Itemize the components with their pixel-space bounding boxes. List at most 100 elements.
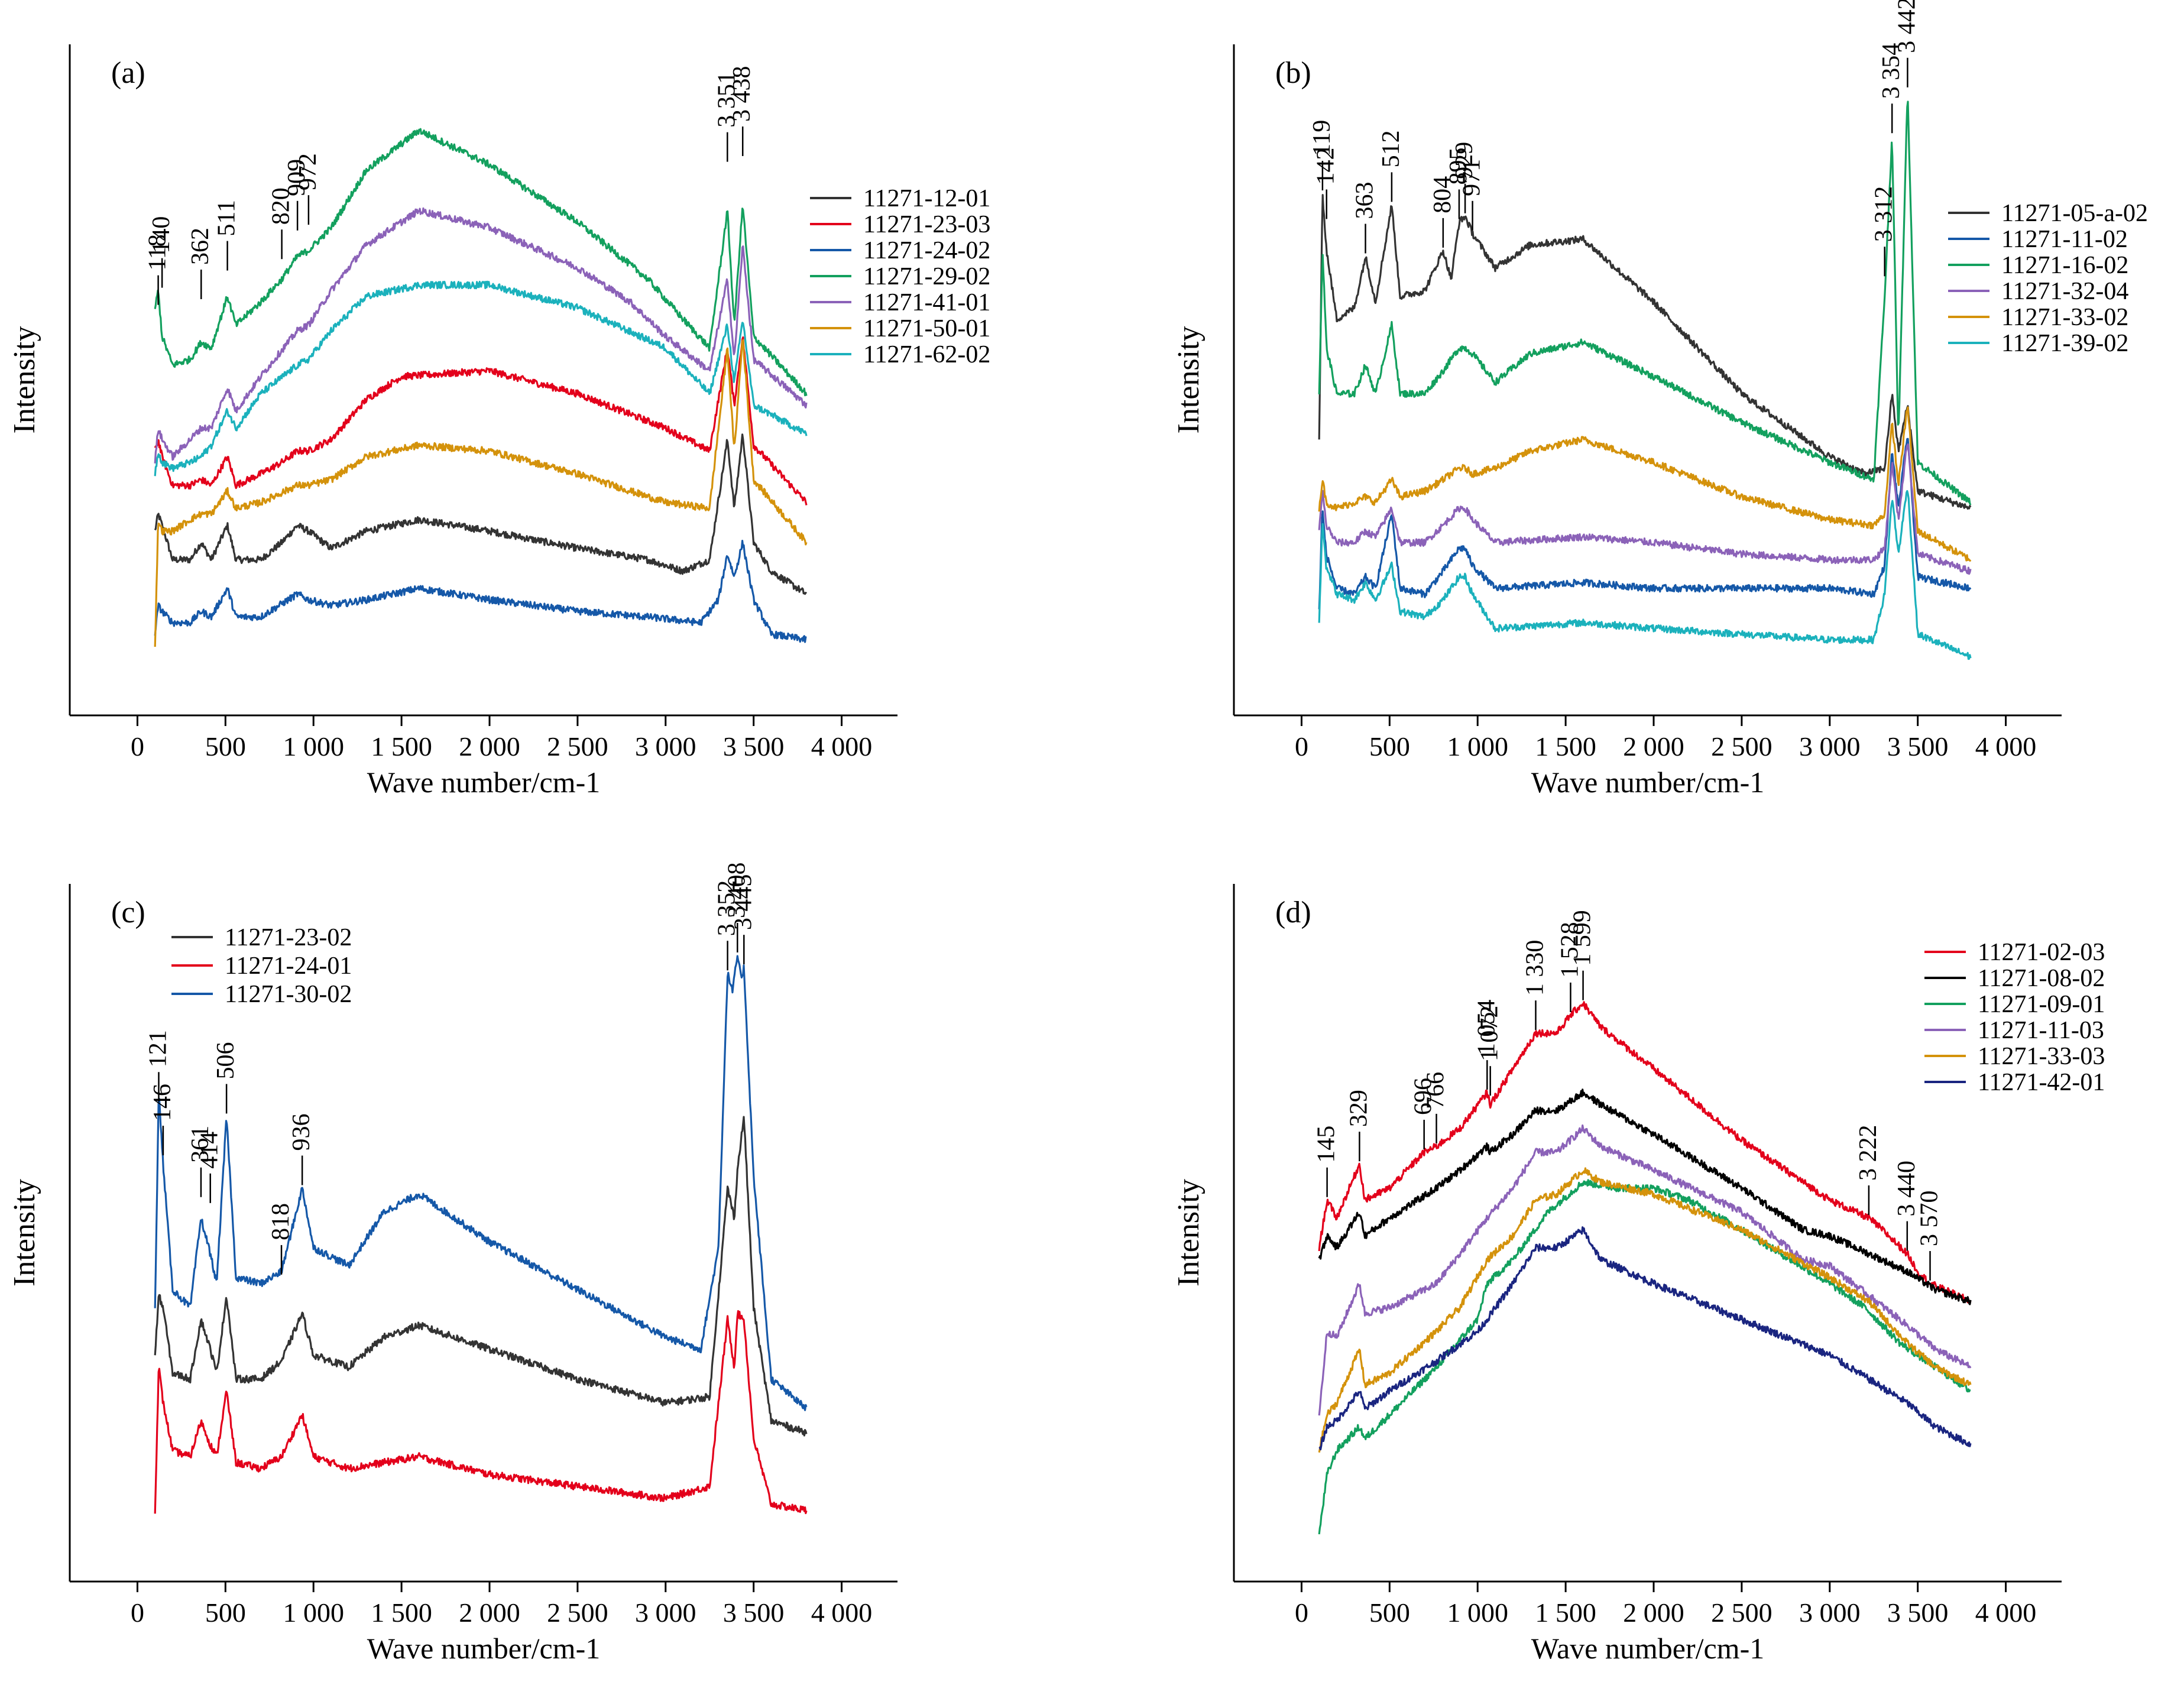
peak-annotation: 818 bbox=[267, 1203, 294, 1240]
series-line-11271-24-01 bbox=[154, 1310, 808, 1514]
x-tick-label: 2 500 bbox=[1711, 1597, 1773, 1628]
series-line-11271-02-03 bbox=[1318, 1001, 1972, 1304]
x-tick-label: 1 000 bbox=[1447, 731, 1508, 762]
peak-annotation: 1 054 bbox=[1473, 1000, 1500, 1056]
series-line-11271-05-a-02 bbox=[1318, 194, 1972, 510]
legend-entry: 11271-24-02 bbox=[863, 237, 990, 264]
peak-annotation: 140 bbox=[148, 216, 175, 254]
peak-annotation: 329 bbox=[1345, 1090, 1372, 1127]
peak-annotation: 414 bbox=[196, 1132, 223, 1169]
x-tick-label: 3 500 bbox=[723, 1597, 785, 1628]
x-tick-label: 3 500 bbox=[1887, 731, 1949, 762]
x-tick-label: 0 bbox=[131, 731, 144, 762]
peak-annotation: 3 352 bbox=[714, 880, 741, 937]
peak-annotation: 506 bbox=[212, 1042, 239, 1079]
peak-annotation: 804 bbox=[1429, 176, 1456, 213]
x-tick-label: 1 500 bbox=[371, 731, 432, 762]
panel-label: (d) bbox=[1275, 896, 1311, 929]
x-tick-label: 1 500 bbox=[1535, 731, 1596, 762]
chart-panel-1: 0 500 1 000 1 500 2 000 2 500 3 000 3 500 4 000 W… bbox=[8, 44, 990, 799]
peak-annotation: 362 bbox=[187, 228, 214, 265]
x-tick-label: 3 500 bbox=[1887, 1597, 1949, 1628]
series-line-11271-08-02 bbox=[1318, 1088, 1972, 1305]
peak-annotation: 3 408 bbox=[723, 863, 750, 919]
y-axis-label: Intensity bbox=[1172, 1179, 1206, 1287]
x-axis-label: Wave number/cm-1 bbox=[367, 766, 600, 799]
series-line-11271-32-04 bbox=[1318, 443, 1972, 575]
x-tick-label: 3 000 bbox=[1799, 1597, 1861, 1628]
peak-annotation: 971 bbox=[1459, 159, 1486, 196]
peak-annotation: 1 599 bbox=[1569, 910, 1596, 966]
peak-annotation: 121 bbox=[144, 1030, 171, 1067]
peak-annotation: 363 bbox=[1352, 182, 1379, 219]
x-tick-label: 0 bbox=[1295, 1597, 1308, 1628]
legend-entry: 11271-50-01 bbox=[863, 315, 990, 342]
x-tick-label: 2 000 bbox=[459, 1597, 520, 1628]
series-line-11271-33-02 bbox=[1318, 406, 1972, 562]
peak-annotation: 929 bbox=[1451, 142, 1478, 179]
peak-annotation: 3 445 bbox=[730, 874, 757, 931]
legend-entry: 11271-39-02 bbox=[2001, 330, 2128, 357]
legend-entry: 11271-11-02 bbox=[2001, 226, 2128, 253]
peak-annotation: 1 528 bbox=[1556, 922, 1583, 978]
peak-annotation: 118 bbox=[144, 234, 171, 270]
peak-annotation: 3 354 bbox=[1878, 43, 1905, 99]
peak-annotation: 936 bbox=[288, 1114, 315, 1151]
x-tick-label: 2 000 bbox=[1623, 1597, 1684, 1628]
x-tick-label: 500 bbox=[1369, 731, 1410, 762]
peak-annotation: 1 072 bbox=[1476, 1006, 1503, 1062]
x-tick-label: 4 000 bbox=[811, 1597, 873, 1628]
series-line-11271-11-03 bbox=[1318, 1124, 1972, 1416]
x-tick-label: 3 000 bbox=[635, 731, 696, 762]
panel-label: (c) bbox=[111, 896, 145, 929]
series-line-11271-33-03 bbox=[1318, 1167, 1972, 1453]
x-tick-label: 3 500 bbox=[723, 731, 785, 762]
series-line-11271-12-01 bbox=[154, 433, 808, 595]
x-tick-label: 3 000 bbox=[635, 1597, 696, 1628]
panel-label: (b) bbox=[1275, 56, 1311, 90]
y-axis-label: Intensity bbox=[8, 326, 41, 434]
x-axis-label: Wave number/cm-1 bbox=[367, 1632, 600, 1665]
legend-entry: 11271-12-01 bbox=[863, 185, 990, 212]
legend-entry: 11271-41-01 bbox=[863, 289, 990, 316]
series-line-11271-41-01 bbox=[154, 207, 808, 464]
peak-annotation: 3 351 bbox=[713, 72, 740, 128]
legend-entry: 11271-23-02 bbox=[225, 924, 352, 951]
legend-entry: 11271-02-03 bbox=[1978, 939, 2105, 966]
x-tick-label: 2 500 bbox=[547, 1597, 608, 1628]
x-tick-label: 0 bbox=[1295, 731, 1308, 762]
panel-label: (a) bbox=[111, 56, 145, 90]
x-tick-label: 2 500 bbox=[1711, 731, 1773, 762]
peak-annotation: 511 bbox=[213, 200, 241, 236]
peak-annotation: 3 312 bbox=[1871, 186, 1898, 242]
peak-annotation: 145 bbox=[1313, 1126, 1340, 1163]
series-line-11271-29-02 bbox=[154, 128, 808, 397]
legend-entry: 11271-23-03 bbox=[863, 211, 990, 238]
legend-entry: 11271-33-02 bbox=[2001, 304, 2128, 331]
peak-annotation: 972 bbox=[294, 153, 322, 190]
peak-annotation: 766 bbox=[1422, 1072, 1450, 1109]
x-tick-label: 4 000 bbox=[811, 731, 873, 762]
x-tick-label: 3 000 bbox=[1799, 731, 1861, 762]
x-tick-label: 1 500 bbox=[371, 1597, 432, 1628]
series-line-11271-30-02 bbox=[154, 955, 808, 1411]
peak-annotation: 909 bbox=[283, 159, 310, 196]
peak-annotation: 696 bbox=[1410, 1078, 1437, 1115]
peak-annotation: 1 330 bbox=[1521, 940, 1548, 996]
series-line-11271-23-02 bbox=[154, 1116, 808, 1437]
legend-entry: 11271-33-03 bbox=[1978, 1043, 2105, 1070]
legend-entry: 11271-08-02 bbox=[1978, 965, 2105, 992]
legend-entry: 11271-09-01 bbox=[1978, 991, 2105, 1018]
x-tick-label: 1 500 bbox=[1535, 1597, 1596, 1628]
peak-annotation: 146 bbox=[149, 1084, 176, 1121]
peak-annotation: 512 bbox=[1378, 130, 1405, 167]
x-tick-label: 2 500 bbox=[547, 731, 608, 762]
y-axis-label: Intensity bbox=[8, 1179, 41, 1287]
series-line-11271-24-02 bbox=[154, 540, 807, 643]
peak-annotation: 361 bbox=[187, 1126, 214, 1163]
y-axis-label: Intensity bbox=[1172, 326, 1206, 434]
series-line-11271-62-02 bbox=[154, 280, 808, 477]
peak-annotation: 3 438 bbox=[728, 66, 756, 122]
